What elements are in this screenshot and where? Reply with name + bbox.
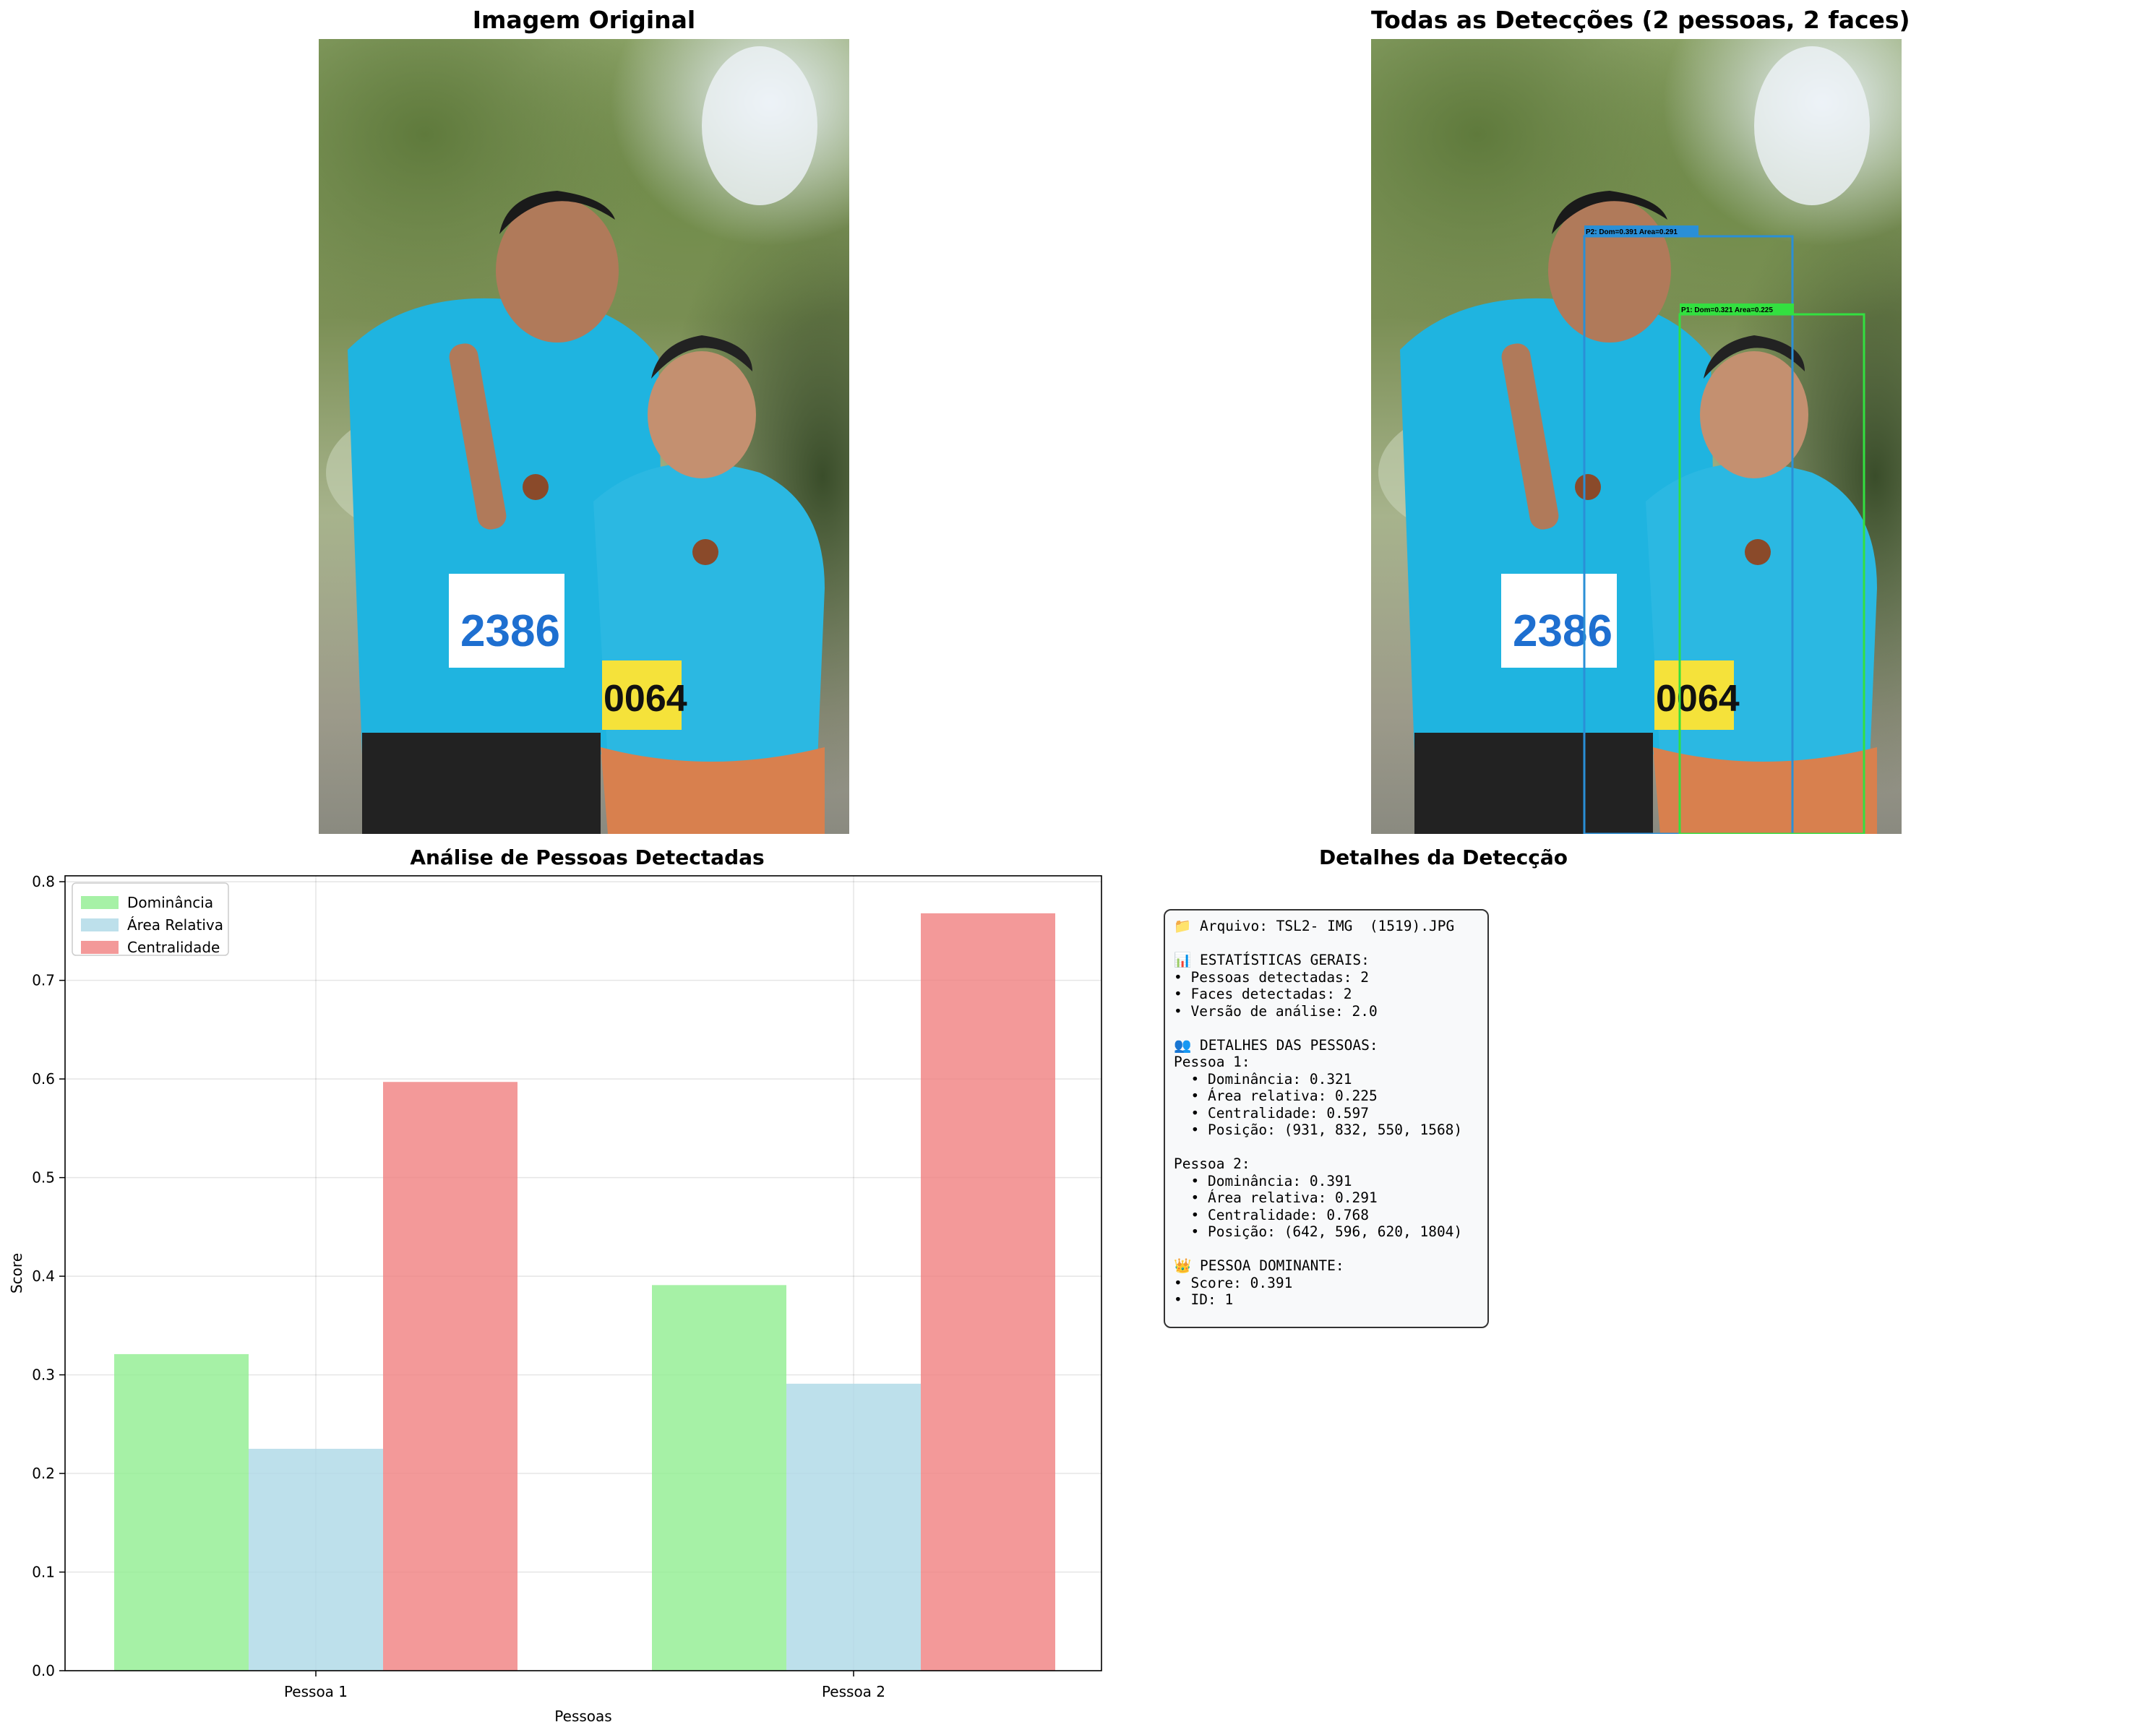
y-tick-label: 0.5 [32, 1169, 55, 1187]
details-line: • Faces detectadas: 2 [1174, 986, 1352, 1002]
bar-chart: 0.0 0.1 0.2 0.3 0.4 0.5 0.6 0.7 0.8 Pessoa 1 Pesso… [8, 873, 1102, 1722]
bar-centralidade [921, 913, 1055, 1671]
runners-illustration: 2386 0064 [326, 46, 825, 834]
bib-left: 2386 [460, 606, 560, 656]
details-line: 📁 Arquivo: TSL2- IMG (1519).JPG [1174, 918, 1455, 934]
original-photo: 2386 0064 [319, 39, 849, 834]
original-title: Imagem Original [472, 6, 696, 34]
bar-centralidade [383, 1082, 517, 1671]
y-tick-label: 0.4 [32, 1267, 55, 1285]
details-line: • ID: 1 [1174, 1291, 1234, 1308]
details-line: • Área relativa: 0.225 [1174, 1088, 1378, 1104]
legend-swatch [81, 918, 119, 931]
details-line: • Versão de análise: 2.0 [1174, 1002, 1378, 1020]
details-line: • Score: 0.391 [1174, 1274, 1293, 1291]
y-axis-label: Score [8, 1253, 25, 1293]
details-line [1174, 935, 1479, 952]
bar-rearelativa [786, 1383, 921, 1671]
bib-right: 0064 [604, 678, 687, 720]
detection-label-bg-p2 [1584, 225, 1698, 236]
detection-label-bg-p1 [1680, 303, 1794, 314]
details-line: • Posição: (642, 596, 620, 1804) [1174, 1223, 1463, 1240]
detection-label-p1: P1: Dom=0.321 Area=0.225 [1681, 306, 1773, 314]
details-line: 👑 PESSOA DOMINANTE: [1174, 1257, 1344, 1274]
legend-label: Dominância [127, 894, 213, 911]
legend-label: Centralidade [127, 939, 220, 956]
y-tick-label: 0.2 [32, 1465, 55, 1482]
details-line: • Área relativa: 0.291 [1174, 1189, 1378, 1206]
details-box: 📁 Arquivo: TSL2- IMG (1519).JPG 📊 ESTATÍS… [1164, 909, 1489, 1328]
details-line [1174, 1139, 1479, 1156]
y-tick-label: 0.0 [32, 1662, 55, 1679]
details-line: • Posição: (931, 832, 550, 1568) [1174, 1122, 1463, 1138]
details-line: • Centralidade: 0.597 [1174, 1104, 1370, 1122]
bar-dominncia [652, 1285, 786, 1671]
details-line: • Dominância: 0.391 [1174, 1172, 1352, 1189]
detections-photo: 2386 0064 P2: Dom=0.391 Area=0.291 P1: D… [1371, 39, 1902, 834]
y-tick-label: 0.6 [32, 1070, 55, 1088]
runners-illustration-detections: 2386 0064 P2: Dom=0.391 Area=0.291 P1: D… [1378, 46, 1877, 834]
details-line: Pessoa 2: [1174, 1155, 1250, 1172]
details-line [1174, 1020, 1479, 1037]
y-tick-label: 0.1 [32, 1564, 55, 1581]
legend-label: Área Relativa [127, 916, 223, 934]
bib-left-det: 2386 [1513, 606, 1612, 656]
x-axis-label: Pessoas [554, 1708, 611, 1722]
bar-dominncia [114, 1353, 249, 1671]
bar-rearelativa [249, 1448, 383, 1671]
x-tick-label: Pessoa 1 [284, 1683, 348, 1700]
detection-label-p2: P2: Dom=0.391 Area=0.291 [1586, 228, 1678, 236]
y-tick-label: 0.3 [32, 1366, 55, 1384]
details-title: Detalhes da Detecção [1318, 845, 1568, 869]
details-line: • Centralidade: 0.768 [1174, 1206, 1370, 1223]
details-line: • Pessoas detectadas: 2 [1174, 968, 1370, 986]
bib-right-det: 0064 [1656, 678, 1740, 720]
details-line: • Dominância: 0.321 [1174, 1070, 1352, 1088]
legend-swatch [81, 941, 119, 954]
chart-title: Análise de Pessoas Detectadas [410, 845, 765, 869]
x-tick-label: Pessoa 2 [822, 1683, 885, 1700]
details-line [1174, 1241, 1479, 1258]
details-line: 📊 ESTATÍSTICAS GERAIS: [1174, 952, 1370, 968]
details-line: 👥 DETALHES DAS PESSOAS: [1174, 1036, 1378, 1054]
legend-swatch [81, 896, 119, 909]
details-line: Pessoa 1: [1174, 1054, 1250, 1070]
y-tick-label: 0.8 [32, 873, 55, 890]
plot-frame [64, 875, 1102, 1671]
detections-title: Todas as Detecções (2 pessoas, 2 faces) [1371, 6, 1910, 34]
y-tick-label: 0.7 [32, 972, 55, 989]
